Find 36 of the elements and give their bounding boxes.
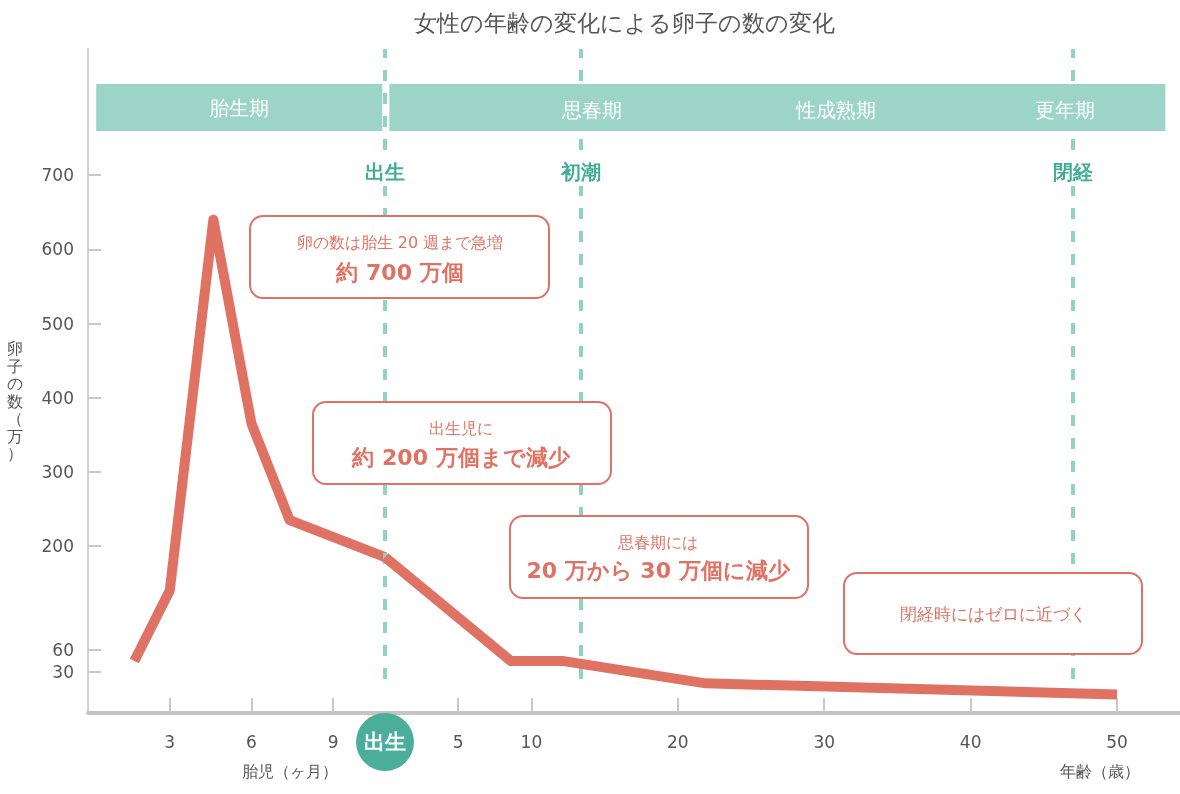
x-tick-label: 20 (667, 732, 689, 752)
x-tick-label: 10 (520, 732, 543, 752)
annotation: 思春期 (562, 98, 622, 122)
x-axis-title: 年齢（歳） (1060, 761, 1140, 781)
y-tick-label: 400 (41, 387, 74, 408)
annotation: 閉経時にはゼロに近づく (899, 603, 1087, 625)
y-tick-label: 200 (41, 536, 74, 557)
ref-line-label: 閉経 (1053, 160, 1094, 184)
y-tick-label: 60 (52, 639, 74, 660)
y-tick-label: 500 (41, 313, 74, 334)
x-axis-title: 胎児（ヶ月） (242, 761, 338, 781)
x-tick-label: 3 (164, 732, 176, 752)
annotation: 性成熟期 (796, 98, 876, 122)
y-tick-label: 300 (41, 461, 74, 482)
x-tick-label: 6 (246, 732, 257, 752)
annotation: 更年期 (1035, 98, 1095, 122)
x-tick-label: 5 (452, 732, 464, 752)
band-label: 胎生期 (209, 95, 270, 120)
ref-line-label: 出生 (365, 160, 405, 184)
ref-line-label: 初潮 (560, 160, 602, 184)
annotation: 卵の数は胎生 20 週まで急増 (296, 233, 504, 253)
chart-title: 女性の年齢の変化による卵子の数の変化 (413, 9, 835, 36)
y-tick-label: 600 (41, 239, 74, 260)
annotation: 約 700 万個 (336, 259, 464, 287)
annotation: 約 200 万個まで減少 (352, 444, 570, 472)
x-tick-label: 50 (1106, 732, 1128, 752)
x-tick-label: 40 (959, 732, 982, 752)
x-tick-label: 30 (813, 732, 836, 752)
annotation: 出生児に (429, 419, 493, 439)
x-tick-label: 9 (327, 732, 339, 752)
annotation: 20 万から 30 万個に減少 (526, 557, 790, 585)
x-tick-label: 出生 (364, 730, 406, 754)
y-axis-title: 卵子の数（万） (7, 339, 23, 463)
y-tick-label: 700 (41, 165, 74, 186)
y-tick-label: 30 (52, 662, 74, 683)
annotation: 思春期には (618, 533, 698, 553)
